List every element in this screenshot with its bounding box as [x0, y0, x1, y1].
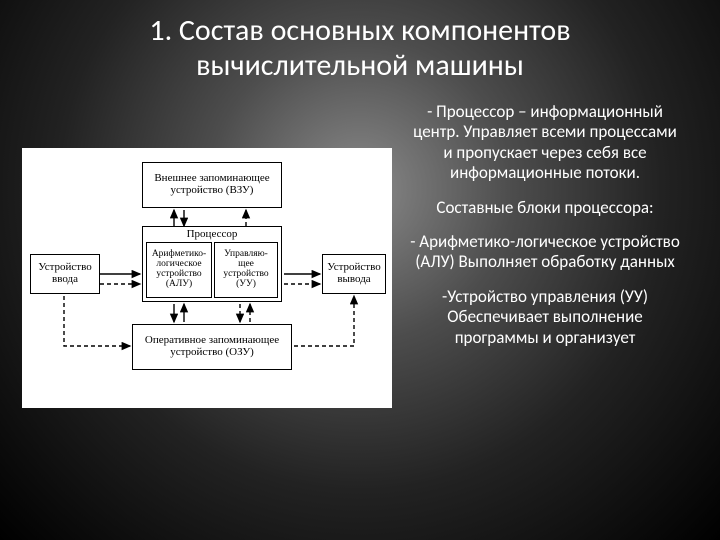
- node-input-label: Устройство ввода: [34, 262, 96, 285]
- computer-architecture-diagram: Внешнее запоминающее устройство (ВЗУ) Ус…: [22, 148, 392, 408]
- node-alu-label: Арифметико-логическое устройство (АЛУ): [150, 250, 208, 290]
- node-uu: Управляю-щее устройство (УУ): [214, 242, 278, 298]
- paragraph-processor: - Процессор – информационный центр. Упра…: [410, 102, 680, 184]
- node-output: Устройство вывода: [322, 254, 386, 294]
- node-ozu-label: Оперативное запоминающее устройство (ОЗУ…: [136, 335, 288, 358]
- body-text: - Процессор – информационный центр. Упра…: [410, 102, 680, 362]
- node-vzu: Внешнее запоминающее устройство (ВЗУ): [142, 162, 282, 208]
- slide-title: 1. Состав основных компонентов вычислите…: [40, 14, 680, 83]
- paragraph-alu: - Арифметико-логическое устройство (АЛУ)…: [410, 232, 680, 273]
- paragraph-blocks-intro: Составные блоки процессора:: [410, 198, 680, 218]
- node-ozu: Оперативное запоминающее устройство (ОЗУ…: [132, 324, 292, 370]
- node-uu-label: Управляю-щее устройство (УУ): [218, 250, 274, 290]
- node-processor-label: Процессор: [142, 228, 282, 240]
- slide: 1. Состав основных компонентов вычислите…: [0, 0, 720, 540]
- node-output-label: Устройство вывода: [326, 262, 382, 285]
- node-alu: Арифметико-логическое устройство (АЛУ): [146, 242, 212, 298]
- node-input: Устройство ввода: [30, 254, 100, 294]
- paragraph-uu: -Устройство управления (УУ) Обеспечивает…: [410, 287, 680, 348]
- node-vzu-label: Внешнее запоминающее устройство (ВЗУ): [146, 173, 278, 196]
